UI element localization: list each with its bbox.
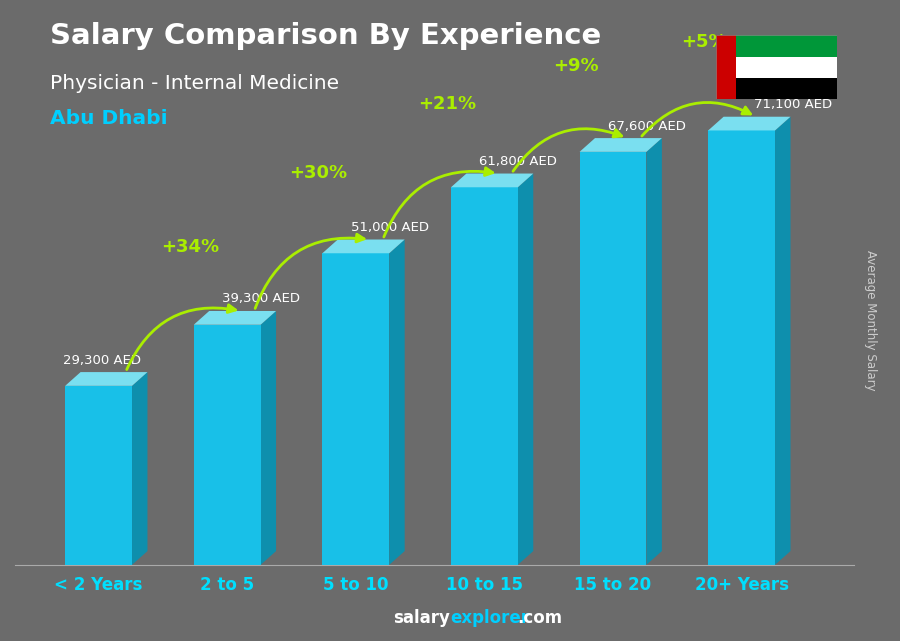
Text: 51,000 AED: 51,000 AED xyxy=(351,221,428,234)
Polygon shape xyxy=(451,174,534,187)
Text: +34%: +34% xyxy=(161,238,219,256)
Text: 71,100 AED: 71,100 AED xyxy=(754,98,832,112)
Text: +21%: +21% xyxy=(418,95,476,113)
Text: .com: .com xyxy=(518,609,562,627)
Bar xyxy=(580,152,646,565)
Text: 61,800 AED: 61,800 AED xyxy=(480,155,557,168)
Bar xyxy=(322,253,389,565)
Text: 29,300 AED: 29,300 AED xyxy=(63,354,140,367)
Bar xyxy=(736,35,837,56)
Text: +5%: +5% xyxy=(681,33,727,51)
Text: Physician - Internal Medicine: Physician - Internal Medicine xyxy=(50,74,338,93)
Polygon shape xyxy=(580,138,662,152)
Text: Salary Comparison By Experience: Salary Comparison By Experience xyxy=(50,22,601,51)
Bar xyxy=(65,386,132,565)
Text: explorer: explorer xyxy=(450,609,529,627)
Text: Abu Dhabi: Abu Dhabi xyxy=(50,109,167,128)
Text: salary: salary xyxy=(393,609,450,627)
Bar xyxy=(736,78,837,99)
Text: Average Monthly Salary: Average Monthly Salary xyxy=(865,250,878,391)
Bar xyxy=(451,187,518,565)
Polygon shape xyxy=(65,372,148,386)
Polygon shape xyxy=(708,117,790,131)
Polygon shape xyxy=(646,138,662,565)
Text: 67,600 AED: 67,600 AED xyxy=(608,120,686,133)
Bar xyxy=(194,325,261,565)
Polygon shape xyxy=(194,311,276,325)
Bar xyxy=(716,35,736,99)
Polygon shape xyxy=(389,240,405,565)
Polygon shape xyxy=(261,311,276,565)
Text: +30%: +30% xyxy=(290,164,347,182)
Text: +9%: +9% xyxy=(553,57,599,75)
Bar xyxy=(708,131,775,565)
Polygon shape xyxy=(132,372,148,565)
Polygon shape xyxy=(518,174,534,565)
Bar xyxy=(736,56,837,78)
Polygon shape xyxy=(775,117,790,565)
Text: 39,300 AED: 39,300 AED xyxy=(222,292,300,306)
Polygon shape xyxy=(322,240,405,253)
